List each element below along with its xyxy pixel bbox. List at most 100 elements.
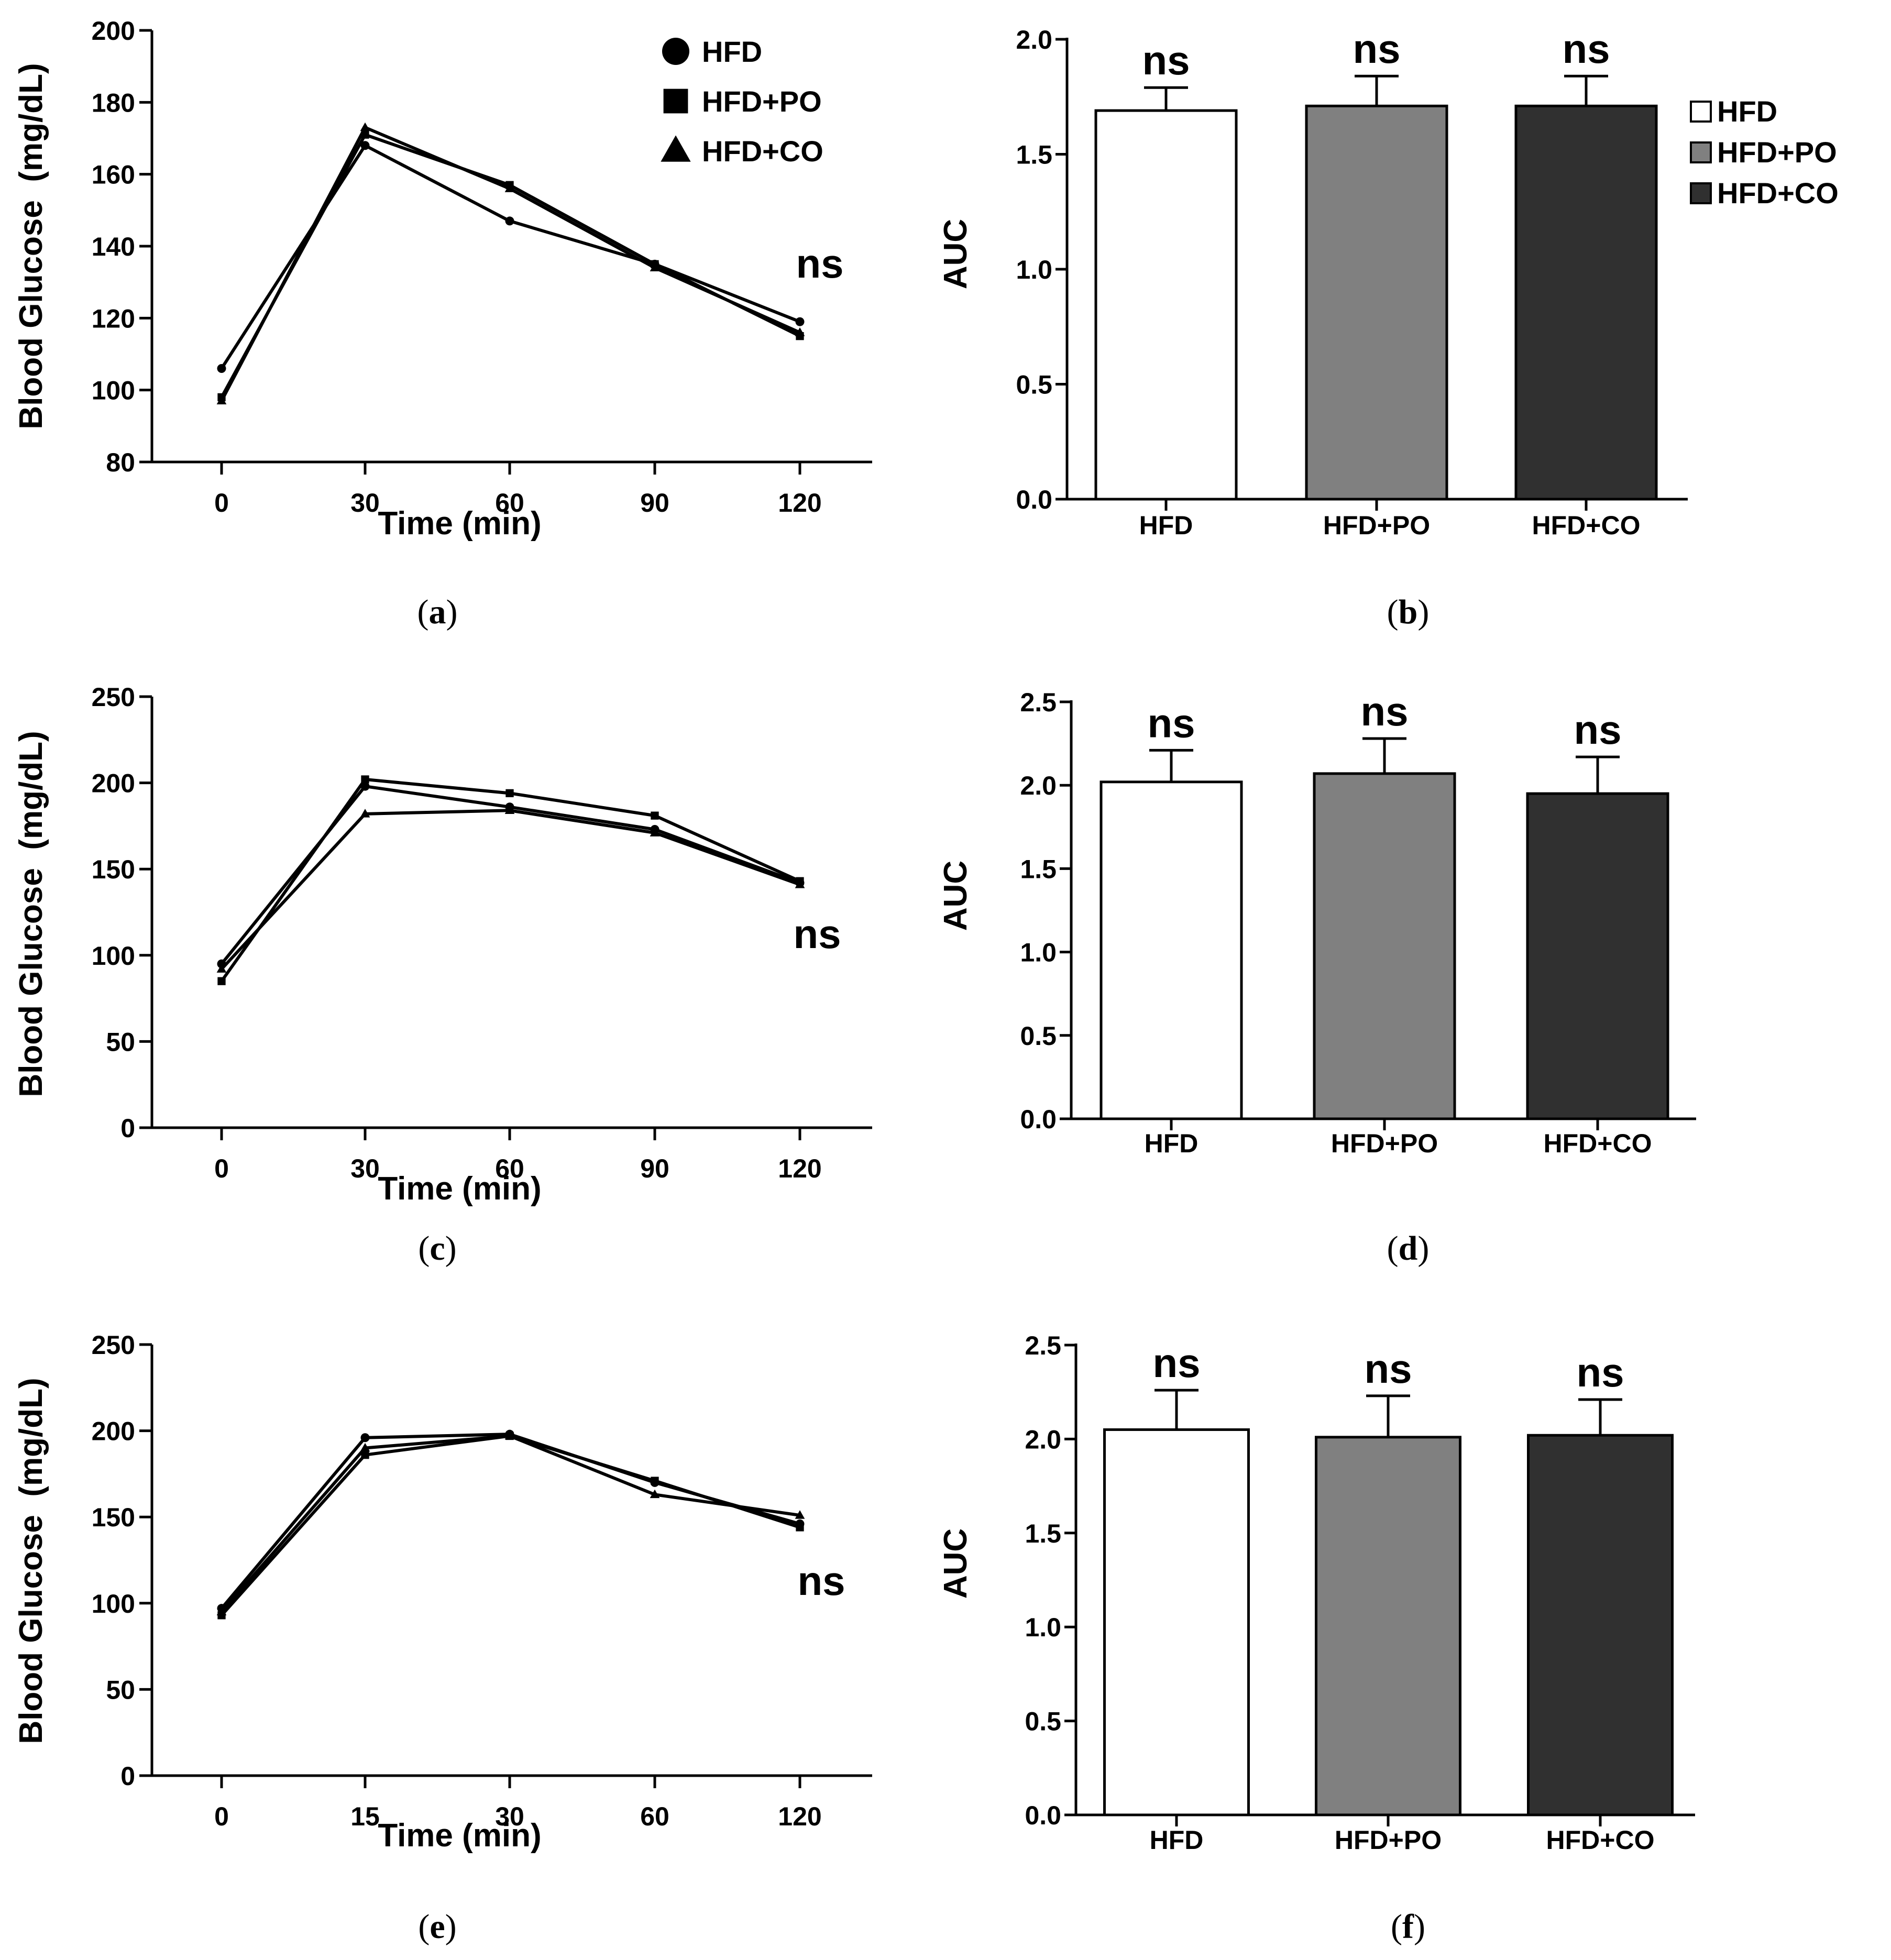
y-tick-label: 0	[120, 1114, 135, 1143]
x-tick-label: 30	[350, 1154, 380, 1183]
x-tick-label: 120	[778, 488, 821, 517]
y-tick-label: 0	[120, 1761, 135, 1791]
y-tick-label: 1.0	[1025, 1613, 1061, 1642]
y-tick-label: 0.0	[1025, 1801, 1061, 1830]
ns-annotation: ns	[797, 1558, 845, 1604]
ns-annotation: ns	[1574, 707, 1621, 753]
y-tick-label: 1.5	[1025, 1519, 1061, 1548]
y-tick-label: 0.5	[1020, 1021, 1057, 1051]
y-tick-label: 250	[92, 682, 135, 712]
legend-label: HFD	[702, 35, 762, 68]
data-point	[651, 1477, 659, 1485]
line-chart-a: 80 100 120 140 160 180 200 0 30 60 90 120 Time (min)…	[13, 16, 872, 631]
panel-label-part: (	[1391, 1908, 1402, 1946]
x-tick-label: 120	[778, 1154, 821, 1183]
legend-label: HFD+CO	[1717, 177, 1839, 210]
x-tick-label: 60	[495, 488, 524, 517]
bar-chart-f: 0.0 0.5 1.0 1.5 2.0 2.5 AUC HFD ns HFD+PO ns HFD+CO…	[938, 1331, 1695, 1946]
y-tick-label: 180	[92, 88, 135, 117]
y-tick-label: 2.0	[1020, 771, 1057, 800]
data-point	[650, 828, 660, 836]
series-line-2	[220, 126, 801, 402]
y-tick-label: 100	[92, 376, 135, 405]
panel-label: (a)	[417, 593, 458, 631]
data-point	[361, 775, 369, 784]
x-tick-label: 0	[214, 488, 229, 517]
data-point	[216, 395, 227, 405]
y-tick-label: 1.5	[1016, 140, 1052, 170]
panel-label-part: (	[417, 593, 429, 631]
legend-label: HFD+PO	[702, 85, 822, 118]
legend-label: HFD+PO	[1717, 136, 1837, 169]
bar-hfd-co	[1526, 792, 1669, 1120]
y-tick-label: 0.0	[1016, 485, 1052, 514]
x-tick-label: HFD	[1150, 1825, 1204, 1855]
bar-hfd	[1100, 780, 1243, 1120]
data-point	[796, 1523, 804, 1532]
series-line-2	[220, 809, 801, 971]
legend-marker-square	[663, 89, 688, 114]
x-axis-title: Time (min)	[378, 1818, 541, 1854]
y-axis-title: Blood Glucose (mg/dL)	[13, 1378, 49, 1744]
panel-label-part: a	[429, 593, 446, 631]
x-tick-label: 30	[495, 1802, 524, 1831]
y-tick-label: 140	[92, 232, 135, 261]
panel-label-part: (	[418, 1229, 430, 1268]
panel-label-part: )	[446, 593, 458, 631]
series-line-1	[220, 1434, 800, 1616]
data-point	[361, 1451, 369, 1459]
data-point	[795, 317, 805, 326]
panel-label-part: )	[1417, 1229, 1429, 1268]
panel-label: (c)	[418, 1229, 456, 1268]
y-tick-label: 80	[106, 448, 135, 477]
y-axis-title: AUC	[938, 861, 974, 931]
x-tick-label: 0	[214, 1802, 229, 1831]
data-point	[505, 216, 514, 226]
x-tick-label: HFD+PO	[1335, 1825, 1442, 1855]
panel-label-part: )	[445, 1229, 457, 1268]
panel-label: (b)	[1387, 593, 1430, 631]
data-point	[360, 1433, 370, 1443]
legend-label: HFD	[1717, 95, 1777, 128]
line-chart-c: 0 50 100 150 200 250 0 30 60 90 120 Time (min) Blood…	[13, 682, 872, 1268]
y-tick-label: 100	[92, 941, 135, 971]
ns-annotation: ns	[1147, 700, 1195, 746]
x-tick-label: HFD	[1139, 511, 1193, 540]
legend-marker-triangle	[661, 135, 691, 162]
data-point	[651, 811, 659, 820]
y-axis-title: Blood Glucose (mg/dL)	[13, 63, 49, 429]
panel-label-part: (	[1387, 1229, 1399, 1268]
y-axis-title: Blood Glucose (mg/dL)	[13, 731, 49, 1097]
panel-label-part: e	[430, 1908, 445, 1946]
ns-annotation: ns	[1364, 1346, 1412, 1392]
data-point	[795, 1510, 805, 1519]
bar-hfd-po	[1305, 104, 1448, 501]
data-point	[360, 809, 370, 818]
data-point	[504, 1430, 515, 1440]
bar-hfd-co	[1527, 1434, 1674, 1816]
y-tick-label: 2.0	[1016, 25, 1052, 54]
bar-hfd-po	[1315, 1436, 1461, 1816]
data-point	[360, 122, 370, 131]
y-tick-label: 1.0	[1016, 255, 1052, 284]
bar-hfd-co	[1514, 104, 1658, 501]
data-point	[650, 1489, 660, 1499]
panel-label-part: c	[430, 1229, 445, 1268]
y-tick-label: 250	[92, 1330, 135, 1360]
x-tick-label: 15	[350, 1802, 380, 1831]
x-tick-label: HFD+CO	[1546, 1825, 1655, 1855]
y-tick-label: 2.5	[1020, 688, 1057, 717]
bar-hfd	[1103, 1428, 1250, 1816]
x-tick-label: 30	[350, 488, 380, 517]
x-tick-label: HFD+PO	[1323, 511, 1430, 540]
data-point	[650, 262, 660, 271]
y-tick-label: 0.0	[1020, 1105, 1057, 1134]
x-axis-title: Time (min)	[378, 505, 541, 542]
panel-label-part: (	[1387, 593, 1399, 631]
y-tick-label: 150	[92, 855, 135, 884]
y-tick-label: 200	[92, 769, 135, 798]
y-tick-label: 50	[106, 1027, 135, 1056]
panel-label: (d)	[1387, 1229, 1430, 1268]
panel-label-part: b	[1399, 593, 1418, 631]
